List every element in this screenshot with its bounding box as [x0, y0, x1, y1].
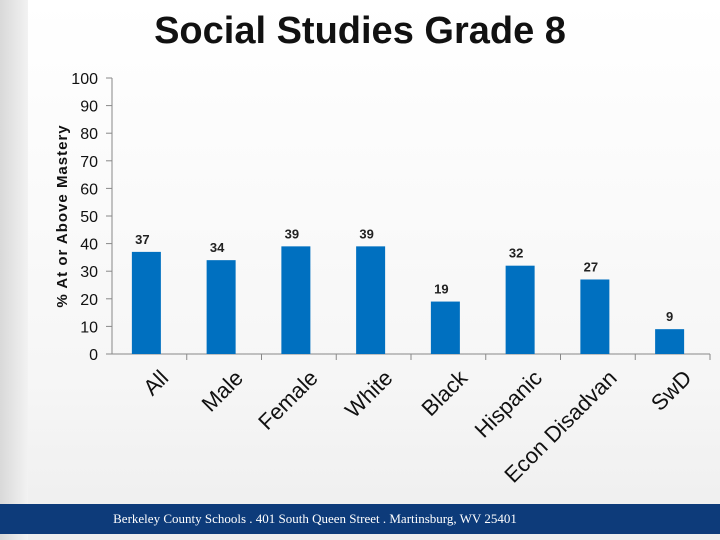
slide-left-stripe	[0, 0, 28, 540]
y-tick-label: 50	[80, 209, 98, 226]
x-tick-label: Black	[417, 364, 473, 420]
x-tick-label: All	[138, 365, 173, 400]
y-tick-label: 40	[80, 237, 98, 254]
bar-econ-disadvan	[580, 279, 610, 354]
footer-bar: Berkeley County Schools . 401 South Quee…	[0, 504, 720, 534]
x-tick-label: Female	[253, 365, 323, 435]
x-tick-label: White	[340, 365, 397, 422]
bar-black	[430, 301, 460, 354]
y-tick-label: 90	[80, 99, 98, 116]
data-label: 39	[359, 226, 373, 241]
data-label: 39	[285, 226, 299, 241]
y-tick-label: 0	[89, 347, 98, 364]
y-tick-label: 80	[80, 126, 98, 143]
data-label: 27	[584, 259, 598, 274]
x-tick-label: SwD	[646, 365, 697, 416]
bar-male	[206, 260, 236, 354]
y-tick-label: 70	[80, 154, 98, 171]
bar-white	[356, 246, 386, 354]
slide-title: Social Studies Grade 8	[154, 10, 566, 52]
bar-chart: 0 10 20 30 40 50 60 70 80 90 100 % At or Above Mast…	[54, 71, 711, 487]
y-tick-label: 20	[80, 292, 98, 309]
bar-hispanic	[505, 265, 535, 354]
y-tick-label: 30	[80, 264, 98, 281]
bar-all	[131, 251, 161, 354]
data-label: 37	[135, 232, 149, 247]
y-tick-label: 10	[80, 319, 98, 336]
y-tick-label: 60	[80, 181, 98, 198]
bar-swd	[655, 329, 685, 354]
x-tick-label: Male	[197, 365, 248, 416]
data-label: 34	[210, 240, 225, 255]
footer-address: Berkeley County Schools . 401 South Quee…	[113, 511, 517, 526]
x-tick-label: Hispanic	[470, 365, 547, 442]
data-label: 19	[434, 282, 448, 297]
data-label: 9	[666, 309, 673, 324]
data-label: 32	[509, 246, 523, 261]
bar-female	[281, 246, 311, 354]
y-axis-title: % At or Above Mastery	[54, 124, 71, 307]
y-tick-label: 100	[71, 71, 98, 88]
